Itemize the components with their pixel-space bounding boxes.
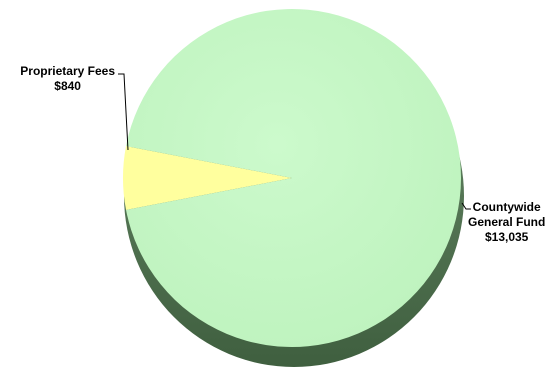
slice-proprietary-fees — [123, 146, 292, 210]
label-proprietary-fees-name: Proprietary Fees — [20, 64, 115, 78]
label-proprietary-fees-value: $840 — [54, 79, 81, 93]
label-countywide-value: $13,035 — [484, 230, 529, 244]
label-countywide-line1: Countywide — [472, 200, 541, 214]
label-proprietary-fees: Proprietary Fees $840 — [20, 64, 115, 94]
leader-line-countywide-general-fund — [461, 202, 471, 210]
slice-countywide-general-fund — [126, 8, 461, 347]
label-countywide-line2: General Fund — [468, 215, 546, 229]
label-countywide-general-fund: Countywide General Fund $13,035 — [468, 200, 545, 245]
leader-line-proprietary-fees — [118, 73, 129, 151]
